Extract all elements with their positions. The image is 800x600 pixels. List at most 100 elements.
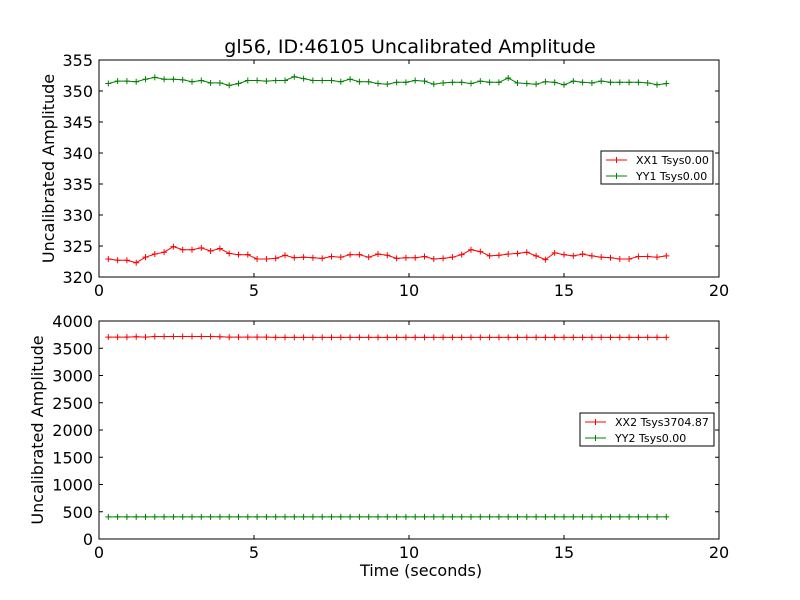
data-point bbox=[170, 243, 177, 250]
data-point bbox=[523, 334, 530, 341]
data-point bbox=[449, 334, 456, 341]
data-point bbox=[542, 513, 549, 520]
data-point bbox=[495, 513, 502, 520]
x-tick-label: 0 bbox=[94, 543, 104, 562]
data-point bbox=[616, 334, 623, 341]
y-tick-label: 355 bbox=[62, 51, 93, 70]
y-tick-label: 345 bbox=[62, 113, 93, 132]
data-point bbox=[244, 77, 251, 84]
data-point bbox=[337, 254, 344, 261]
data-point bbox=[105, 513, 112, 520]
data-point bbox=[328, 513, 335, 520]
data-point bbox=[607, 254, 614, 261]
data-point bbox=[263, 256, 270, 263]
data-point bbox=[133, 333, 140, 340]
data-point bbox=[226, 82, 233, 89]
data-point bbox=[542, 78, 549, 85]
data-point bbox=[235, 334, 242, 341]
data-point bbox=[365, 78, 372, 85]
data-point bbox=[523, 249, 530, 256]
data-point bbox=[254, 513, 261, 520]
data-point bbox=[551, 249, 558, 256]
data-point bbox=[588, 252, 595, 259]
data-point bbox=[542, 256, 549, 263]
legend-marker bbox=[613, 157, 620, 163]
data-point bbox=[570, 252, 577, 259]
data-point bbox=[626, 256, 633, 263]
x-tick-label: 15 bbox=[554, 543, 574, 562]
data-point bbox=[263, 334, 270, 341]
data-point bbox=[161, 76, 168, 83]
data-point bbox=[142, 76, 149, 83]
data-point bbox=[598, 513, 605, 520]
data-point bbox=[402, 79, 409, 86]
data-point bbox=[588, 334, 595, 341]
data-point bbox=[635, 79, 642, 86]
data-point bbox=[477, 248, 484, 255]
data-point bbox=[551, 513, 558, 520]
chart-title: gl56, ID:46105 Uncalibrated Amplitude bbox=[224, 36, 595, 58]
data-point bbox=[328, 77, 335, 84]
data-point bbox=[198, 244, 205, 251]
data-point bbox=[421, 78, 428, 85]
data-point bbox=[486, 513, 493, 520]
data-point bbox=[216, 333, 223, 340]
data-point bbox=[458, 513, 465, 520]
data-point bbox=[272, 77, 279, 84]
data-point bbox=[207, 247, 214, 254]
data-point bbox=[468, 80, 474, 87]
data-point bbox=[551, 79, 558, 86]
data-point bbox=[151, 251, 158, 258]
data-point bbox=[607, 513, 614, 520]
data-point bbox=[523, 80, 530, 87]
x-tick-label: 10 bbox=[399, 543, 419, 562]
y-tick-label: 3500 bbox=[52, 339, 93, 358]
data-point bbox=[505, 251, 512, 258]
data-point bbox=[458, 334, 465, 341]
data-point bbox=[514, 250, 521, 257]
data-point bbox=[244, 513, 251, 520]
data-point bbox=[207, 79, 214, 86]
y-axis-label: Uncalibrated Amplitude bbox=[39, 74, 58, 263]
data-point bbox=[309, 334, 316, 341]
data-point bbox=[254, 256, 261, 263]
y-tick-label: 3000 bbox=[52, 367, 93, 386]
data-point bbox=[198, 333, 205, 340]
data-point bbox=[133, 78, 140, 85]
data-point bbox=[142, 334, 149, 341]
data-point bbox=[644, 253, 651, 260]
data-point bbox=[347, 334, 354, 341]
data-point bbox=[337, 78, 344, 85]
data-point bbox=[542, 334, 549, 341]
y-tick-label: 2500 bbox=[52, 394, 93, 413]
data-point bbox=[133, 513, 140, 520]
data-point bbox=[319, 255, 326, 262]
data-point bbox=[384, 81, 391, 88]
data-point bbox=[133, 259, 140, 266]
data-point bbox=[300, 75, 307, 82]
data-point bbox=[328, 253, 335, 260]
data-point bbox=[365, 254, 372, 261]
data-point bbox=[477, 513, 484, 520]
data-point bbox=[588, 79, 595, 86]
data-point bbox=[161, 333, 168, 340]
data-point bbox=[170, 76, 177, 83]
y-tick-label: 320 bbox=[62, 268, 93, 287]
data-point bbox=[319, 513, 326, 520]
data-point bbox=[189, 246, 195, 253]
data-point bbox=[179, 246, 186, 253]
data-point bbox=[588, 513, 595, 520]
data-point bbox=[282, 513, 288, 520]
data-point bbox=[114, 334, 121, 341]
data-point bbox=[161, 249, 168, 256]
data-point bbox=[105, 334, 112, 341]
data-point bbox=[282, 252, 288, 259]
data-point bbox=[468, 246, 474, 253]
data-point bbox=[282, 77, 288, 84]
data-point bbox=[533, 252, 540, 259]
data-point bbox=[412, 513, 419, 520]
data-point bbox=[635, 253, 642, 260]
data-point bbox=[328, 334, 335, 341]
data-point bbox=[309, 513, 316, 520]
